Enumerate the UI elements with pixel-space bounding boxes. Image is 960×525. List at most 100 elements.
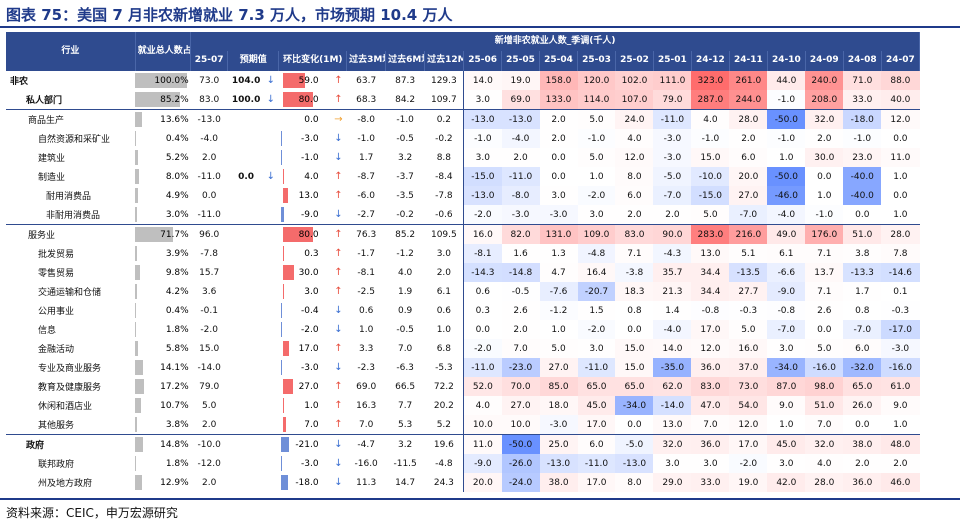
month-value: -8.0 [501, 186, 540, 205]
forecast-value [228, 339, 265, 358]
month-value: 5.0 [729, 320, 768, 339]
month-value: 2.0 [539, 129, 578, 148]
avg12-value: 0.2 [424, 109, 464, 129]
month-value: 36.0 [843, 473, 882, 492]
header-month: 25-01 [653, 51, 692, 71]
month-value: -10.0 [691, 167, 730, 186]
avg3-value: -2.3 [357, 362, 375, 373]
share-value: 8.0% [165, 171, 189, 182]
mom-cell: 3.0 [279, 282, 332, 301]
forecast-arrow [264, 434, 279, 454]
mom-arrow: ↑ [334, 248, 343, 259]
forecast-arrow: ↓ [264, 70, 279, 90]
month-value: 1.0 [881, 205, 920, 225]
month-value: 79.0 [653, 90, 692, 110]
table-row: 交通运输和仓储 4.2% 3.6 3.0 ↑ -2.5 1.9 6.1 0.6 -0.5 -7.6-… [6, 282, 920, 301]
mom-arrow: ↑ [332, 224, 347, 244]
month-value: -50.0 [501, 434, 540, 454]
month-value: 35.7 [653, 263, 692, 282]
table-row: 非农 100.0% 73.0 104.0 ↓ 59.0 ↑ 63.7 87.3 129.3 14.0… [6, 70, 920, 90]
table-row: 联邦政府 1.8% -12.0 -3.0 ↓ -16.0 -11.5 -4.8 -9.0 -26.… [6, 454, 920, 473]
forecast-arrow [265, 377, 279, 396]
avg3-value: -4.7 [346, 434, 386, 454]
month-value: 27.0 [729, 186, 768, 205]
month-value: 18.3 [615, 282, 654, 301]
month-value: -0.3 [729, 301, 768, 320]
share-bar [135, 360, 143, 375]
avg3-value: -8.1 [357, 267, 375, 278]
forecast-arrow [265, 129, 279, 148]
avg6-value: 4.0 [397, 267, 413, 278]
industry-name: 耐用消费品 [46, 192, 92, 202]
month-value: 7.0 [691, 415, 730, 435]
share-value: 3.8% [165, 419, 189, 430]
month-value: 27.7 [729, 282, 768, 301]
share-cell: 71.7% [135, 224, 191, 244]
mom-bar [282, 188, 288, 203]
avg6-value: -11.5 [393, 458, 417, 469]
mom-value: 30.0 [298, 267, 319, 278]
month-value: -1.0 [767, 90, 806, 110]
month-value: -7.6 [539, 282, 578, 301]
industry-name: 服务业 [6, 224, 136, 244]
month-value: 0.8 [615, 301, 654, 320]
month-value: -34.0 [615, 396, 654, 415]
mom-arrow: ↑ [334, 400, 343, 411]
month-value: 24.0 [615, 109, 654, 129]
mom-bar [280, 207, 285, 222]
latest-value: 83.0 [199, 94, 220, 105]
month-value: 13.0 [691, 244, 730, 263]
month-value: -2.0 [463, 339, 502, 358]
forecast-value [228, 186, 265, 205]
industry-name: 其他服务 [38, 421, 75, 431]
avg3-value: 1.7 [358, 152, 374, 163]
month-value: 0.0 [463, 320, 502, 339]
month-value: -0.8 [691, 301, 730, 320]
month-value: -13.0 [463, 186, 502, 205]
share-value: 5.8% [165, 343, 189, 354]
mom-value: 17.0 [298, 343, 319, 354]
month-value: 15.0 [691, 148, 730, 167]
month-value: 82.0 [501, 224, 540, 244]
month-value: -11.0 [653, 109, 692, 129]
forecast-arrow [265, 301, 279, 320]
share-bar [135, 341, 139, 356]
share-value: 12.9% [160, 477, 189, 488]
header-month: 24-10 [767, 51, 806, 71]
month-value: 10.0 [463, 415, 502, 435]
month-value: 12.0 [691, 339, 730, 358]
month-value: 65.0 [615, 377, 654, 396]
forecast-arrow [265, 358, 279, 377]
month-value: -14.6 [881, 263, 920, 282]
month-value: 0.0 [893, 190, 908, 201]
mom-cell: 80.0 [278, 224, 333, 244]
month-value: 40.0 [881, 90, 920, 110]
month-value: 5.1 [729, 244, 768, 263]
avg6-value: 1.9 [397, 286, 413, 297]
mom-cell: 0.0 [278, 109, 333, 129]
mom-bar [280, 131, 283, 146]
month-value: 14.0 [653, 339, 692, 358]
month-value: 3.0 [463, 148, 502, 167]
share-bar [135, 169, 140, 184]
mom-cell: 7.0 [279, 415, 332, 435]
avg6-value: 3.2 [397, 152, 413, 163]
share-bar [135, 417, 138, 432]
avg3-value: 16.3 [356, 400, 377, 411]
month-value: 65.0 [577, 377, 616, 396]
forecast-arrow [265, 320, 279, 339]
forecast-value [228, 358, 265, 377]
month-value: 176.0 [805, 224, 844, 244]
share-cell: 8.0% [135, 167, 190, 186]
month-value: 30.0 [805, 148, 844, 167]
month-value: 45.0 [577, 396, 616, 415]
month-value: -15.0 [691, 186, 730, 205]
mom-value: 4.0 [304, 171, 319, 182]
month-value: 1.4 [653, 301, 692, 320]
month-value: -11.0 [577, 358, 616, 377]
month-value: 12.0 [729, 415, 768, 435]
mom-value: 59.0 [298, 75, 319, 86]
month-value: 90.0 [653, 224, 692, 244]
industry-name: 政府 [6, 434, 136, 454]
avg6-value: -0.2 [396, 209, 414, 220]
